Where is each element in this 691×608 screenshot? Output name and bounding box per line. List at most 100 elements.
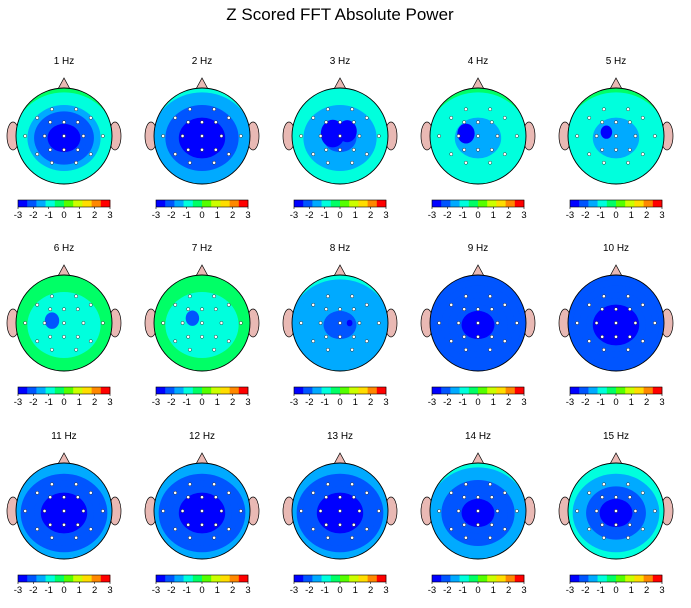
colorbar-tick-label: 0 (613, 210, 618, 221)
electrode (602, 294, 606, 299)
electrode (614, 307, 618, 311)
electrode (50, 160, 54, 165)
electrode (48, 523, 52, 527)
colorbar-segment (514, 200, 525, 207)
electrode (42, 509, 47, 513)
electrode (653, 321, 657, 325)
electrode (357, 509, 362, 513)
electrode (626, 160, 630, 165)
topomap-12: 12 Hz -3 -2 -1 0 1 2 3 (144, 431, 260, 596)
frequency-label: 14 Hz (465, 431, 491, 442)
topomap-2: 2 Hz -3 -2 -1 0 1 2 3 (144, 56, 260, 221)
colorbar-segment (441, 387, 451, 394)
power-field (154, 463, 250, 559)
electrode (88, 527, 93, 531)
colorbar-segment (570, 200, 580, 207)
electrode (62, 321, 66, 325)
electrode (219, 509, 224, 513)
electrode (462, 495, 466, 499)
electrode (76, 148, 80, 152)
colorbar-tick-label: -2 (29, 585, 37, 596)
colorbar-segment (496, 387, 506, 394)
colorbar-segment (156, 200, 166, 207)
colorbar-segment (496, 575, 506, 582)
contour-band (461, 498, 495, 528)
nose (471, 264, 485, 277)
electrode (48, 120, 52, 124)
nose (609, 452, 623, 465)
electrode (490, 495, 494, 499)
electrode (449, 491, 454, 495)
colorbar-tick-label: 3 (521, 210, 526, 221)
frequency-label: 1 Hz (54, 56, 75, 67)
colorbar-tick-label: 1 (77, 585, 82, 596)
electrode (464, 160, 468, 165)
colorbar-tick-label: -2 (305, 585, 313, 596)
colorbar-tick-label: 0 (61, 397, 66, 408)
electrode (600, 148, 604, 152)
electrode (587, 152, 592, 156)
contour-band (185, 123, 219, 153)
electrode (449, 116, 454, 120)
colorbar-segment (220, 575, 230, 582)
colorbar-segment (597, 575, 608, 582)
topomap-13: 13 Hz -3 -2 -1 0 1 2 3 (282, 431, 398, 596)
colorbar-tick-label: -2 (305, 210, 313, 221)
colorbar-segment (64, 387, 74, 394)
colorbar-segment (367, 575, 378, 582)
electrode (614, 148, 618, 152)
contour-blob (44, 312, 60, 329)
colorbar-segment (588, 200, 598, 207)
electrode (614, 523, 618, 527)
colorbar-tick-label: -3 (14, 585, 22, 596)
electrode (602, 107, 606, 112)
electrode (214, 335, 218, 339)
electrode (326, 160, 330, 165)
topomap-14: 14 Hz -3 -2 -1 0 1 2 3 (420, 431, 536, 596)
electrode (515, 134, 519, 138)
colorbar-segment (441, 200, 451, 207)
electrode (364, 152, 369, 156)
electrode (48, 335, 52, 339)
colorbar-tick-label: -3 (290, 210, 298, 221)
frequency-label: 4 Hz (468, 56, 489, 67)
colorbar: -3 -2 -1 0 1 2 3 (566, 574, 665, 596)
colorbar-segment (64, 575, 74, 582)
electrode (324, 523, 328, 527)
electrode (226, 527, 231, 531)
colorbar-segment (643, 387, 654, 394)
electrode (575, 321, 579, 325)
colorbar-segment (478, 387, 488, 394)
colorbar-tick-label: 0 (613, 585, 618, 596)
colorbar-segment (91, 387, 102, 394)
electrode (352, 148, 356, 152)
electrode (377, 509, 381, 513)
electrode (311, 527, 316, 531)
colorbar-tick-label: 3 (659, 210, 664, 221)
electrode (200, 335, 204, 339)
colorbar-segment (36, 200, 46, 207)
contour-band (599, 498, 633, 528)
colorbar-segment (45, 387, 56, 394)
colorbar-segment (376, 387, 387, 394)
electrode (76, 307, 80, 311)
contour-band (47, 123, 81, 153)
electrode (449, 339, 454, 343)
electrode (74, 160, 78, 165)
colorbar-tick-label: 1 (215, 397, 220, 408)
electrode (62, 134, 66, 138)
electrode (449, 527, 454, 531)
electrode (74, 347, 78, 352)
colorbar-segment (634, 200, 644, 207)
electrode (200, 134, 204, 138)
colorbar-segment (450, 575, 460, 582)
electrode (633, 321, 638, 325)
electrode (515, 509, 519, 513)
electrode (462, 335, 466, 339)
colorbar-segment (588, 575, 598, 582)
electrode (364, 339, 369, 343)
electrode (464, 482, 468, 487)
colorbar-segment (358, 200, 368, 207)
colorbar-segment (616, 387, 626, 394)
colorbar-tick-label: -3 (290, 585, 298, 596)
